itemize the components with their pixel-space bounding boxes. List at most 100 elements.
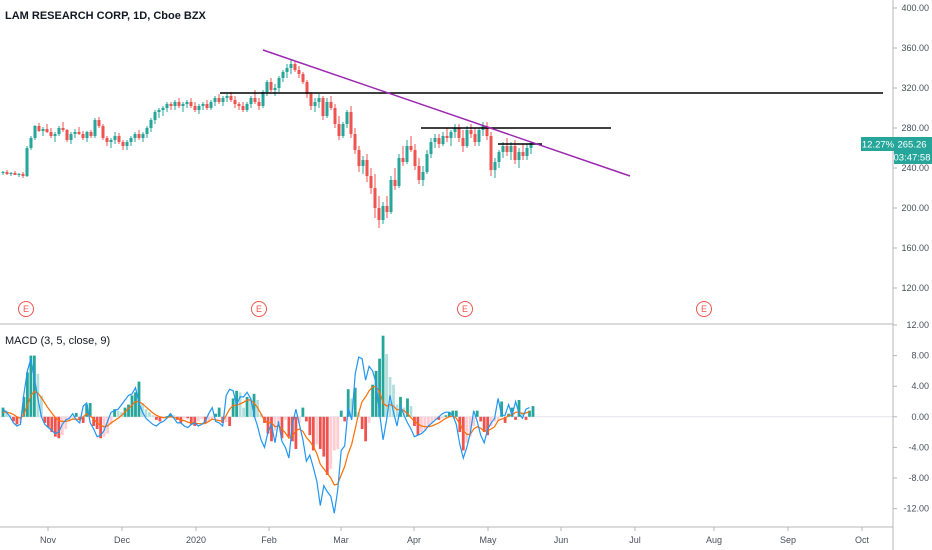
candle-body: [213, 98, 217, 102]
candle-body: [129, 138, 133, 142]
candle-body: [165, 104, 169, 108]
macd-histogram-bar: [364, 416, 368, 442]
macd-histogram-bar: [406, 398, 409, 417]
macd-histogram-bar: [270, 416, 273, 442]
candle-body: [345, 112, 349, 124]
macd-histogram-bar: [259, 413, 263, 417]
macd-histogram-bar: [210, 416, 214, 420]
candle-body: [117, 136, 121, 142]
macd-histogram-bar: [423, 416, 427, 431]
macd-pane[interactable]: [0, 335, 893, 514]
candle-body: [405, 146, 409, 162]
macd-histogram-bar: [304, 416, 308, 422]
macd-histogram-bar: [78, 416, 82, 420]
macd-histogram-bar: [172, 415, 176, 417]
macd-histogram-bar: [39, 395, 43, 417]
macd-histogram-bar: [182, 416, 186, 419]
time-axis[interactable]: Nov Dec 2020 Feb Mar Apr May Jun Jul Aug Sep Oct: [40, 527, 870, 545]
macd-histogram-bar: [186, 416, 190, 419]
candle-body: [157, 110, 161, 112]
macd-histogram-bar: [475, 410, 479, 417]
macd-tick-label: 4.00: [911, 381, 929, 391]
macd-histogram-bar: [277, 416, 280, 423]
candle-body: [505, 146, 509, 152]
macd-histogram-bar: [322, 416, 326, 457]
candle-body: [369, 176, 373, 188]
macd-histogram-bar: [284, 416, 287, 420]
candle-body: [333, 108, 337, 124]
macd-histogram-bar: [447, 412, 451, 417]
candle-body: [61, 128, 65, 130]
macd-histogram-bar: [46, 416, 50, 428]
macd-histogram-bar: [301, 407, 305, 417]
macd-histogram-bar: [461, 416, 465, 451]
time-tick-label: Mar: [333, 535, 349, 545]
candle-body: [485, 126, 489, 136]
macd-histogram-bar: [71, 416, 75, 419]
macd-histogram-bar: [137, 381, 141, 417]
candle-body: [133, 134, 137, 138]
macd-histogram-bar: [486, 416, 490, 436]
macd-histogram-bar: [252, 393, 256, 417]
price-tick-label: 200.00: [901, 203, 929, 213]
macd-histogram-bar: [50, 416, 54, 433]
macd-tick-label: -8.00: [908, 473, 929, 483]
candle-body: [441, 136, 445, 144]
macd-histogram-bar: [451, 410, 455, 417]
macd-histogram-bar: [32, 355, 36, 417]
candle-body: [109, 140, 113, 142]
macd-histogram-bar: [193, 416, 197, 426]
macd-tick-label: 8.00: [911, 351, 929, 361]
macd-histogram-bar: [500, 401, 504, 417]
candle-body: [261, 92, 265, 106]
macd-histogram-bar: [200, 416, 204, 420]
macd-histogram-bar: [332, 416, 336, 451]
macd-histogram-bar: [120, 412, 123, 417]
macd-histogram-bar: [409, 406, 413, 417]
price-axis[interactable]: 400.00 360.00 320.00 280.00 240.00 200.00 160.…: [893, 3, 929, 293]
price-candles: [1, 60, 533, 228]
price-tick-label: 360.00: [901, 43, 929, 53]
candle-body: [461, 138, 465, 146]
macd-histogram-bar: [217, 407, 221, 417]
candle-body: [193, 106, 197, 110]
candle-body: [265, 82, 269, 92]
time-tick-label: Oct: [855, 535, 870, 545]
descending-trendline[interactable]: [262, 49, 631, 177]
candle-body: [89, 132, 93, 136]
candle-body: [229, 96, 233, 100]
candle-body: [13, 173, 17, 175]
macd-histogram-bar: [148, 412, 151, 417]
candle-body: [1, 172, 5, 173]
macd-histogram-bar: [343, 416, 347, 422]
macd-histogram-bar: [221, 416, 225, 423]
candle-body: [425, 154, 429, 172]
signal-line: [3, 385, 530, 486]
macd-histogram-bar: [524, 416, 528, 420]
macd-histogram-bar: [318, 416, 322, 449]
candle-body: [205, 104, 209, 108]
macd-axis[interactable]: 12.00 8.00 4.00 0.00 -4.00 -8.00 -12.00: [893, 320, 929, 514]
candle-body: [293, 64, 297, 70]
candle-body: [217, 98, 221, 102]
macd-histogram-bar: [528, 410, 531, 417]
macd-histogram-bar: [165, 416, 169, 417]
candle-body: [453, 128, 457, 132]
macd-histogram-bar: [315, 416, 319, 445]
candle-body: [121, 142, 125, 146]
time-tick-label: Aug: [706, 535, 722, 545]
macd-histogram: [1, 335, 535, 475]
candle-body: [33, 126, 37, 138]
macd-histogram-bar: [273, 416, 277, 431]
macd-histogram-bar: [151, 415, 155, 417]
candle-body: [237, 104, 241, 106]
candle-body: [497, 152, 501, 162]
time-tick-label: May: [479, 535, 497, 545]
macd-histogram-bar: [510, 407, 514, 417]
candle-body: [173, 102, 177, 106]
candle-body: [309, 94, 313, 106]
candle-body: [421, 172, 425, 180]
earnings-marker-circle: [18, 301, 34, 317]
